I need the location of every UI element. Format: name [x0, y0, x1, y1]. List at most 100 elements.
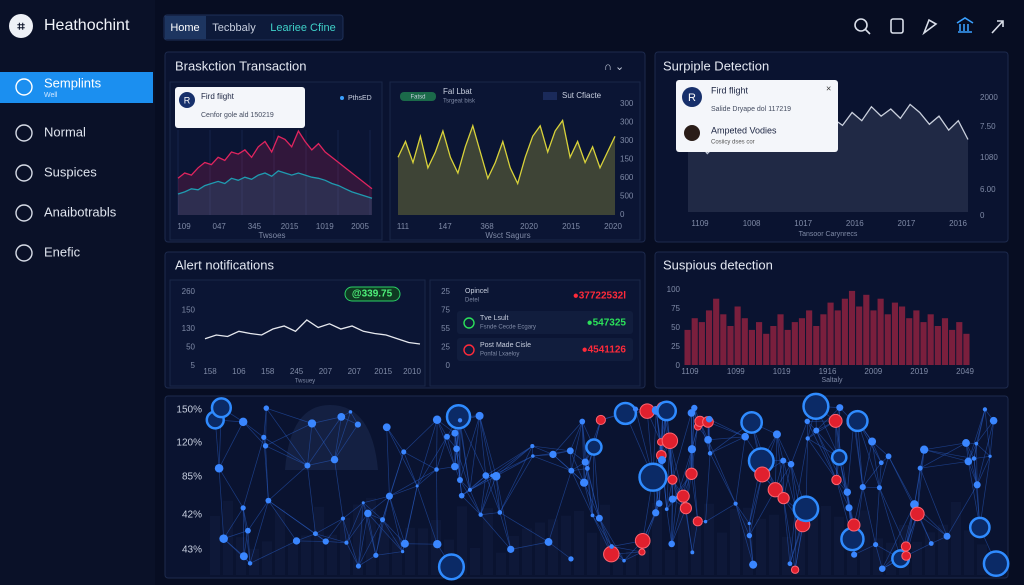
edge: [599, 518, 612, 547]
edge: [671, 497, 678, 544]
node: [974, 441, 979, 446]
y-tick-label: 300: [620, 118, 634, 127]
node: [307, 419, 317, 428]
bar: [691, 318, 698, 365]
edit-icon[interactable]: [922, 18, 938, 36]
bar: [949, 329, 956, 365]
nav-icon: [15, 78, 33, 96]
edge: [669, 440, 678, 498]
alert-title: Tve Lsult: [480, 315, 508, 322]
edge: [480, 514, 511, 550]
edge: [265, 423, 313, 447]
nav-active[interactable]: [0, 72, 153, 103]
edge: [807, 438, 837, 481]
node: [382, 423, 391, 432]
edge: [967, 409, 986, 462]
search-icon[interactable]: [854, 18, 868, 32]
backdrop-bar: [808, 508, 818, 575]
edge: [571, 470, 593, 516]
y-tick-label: 150: [182, 306, 196, 315]
y-tick-label: 0: [676, 361, 681, 370]
bar: [877, 298, 884, 365]
node: [247, 561, 253, 566]
y-tick-label: 100: [667, 285, 681, 294]
popup-close[interactable]: ×: [826, 83, 831, 93]
node: [704, 436, 712, 444]
backdrop-bar: [678, 508, 688, 575]
bar: [770, 326, 777, 365]
alert-node: [901, 550, 912, 561]
tab[interactable]: Tecbbaly: [212, 22, 256, 34]
hub-node: [792, 495, 820, 523]
edge: [459, 420, 487, 476]
edge: [416, 469, 437, 487]
node: [457, 477, 463, 484]
tab-bar: [163, 14, 344, 41]
edge: [672, 412, 692, 480]
x-axis-label: Twsuey: [295, 379, 315, 385]
edge: [671, 499, 673, 544]
edge: [532, 445, 554, 455]
backdrop-bar: [626, 551, 636, 575]
x-tick-label: 111: [397, 222, 410, 231]
node: [579, 418, 586, 425]
edge: [815, 430, 837, 481]
doc-icon[interactable]: [890, 18, 904, 34]
edge: [783, 498, 791, 564]
nav-label[interactable]: Enefic: [44, 244, 81, 259]
edge: [243, 530, 249, 557]
nav-label[interactable]: Suspices: [44, 164, 97, 179]
alert-value: ●547325: [587, 318, 627, 329]
popup-icon-label: R: [184, 95, 191, 105]
hub-node: [585, 438, 603, 456]
edge: [984, 409, 991, 457]
chart-sublabel: Tsrgeat bisk: [443, 99, 476, 105]
node: [632, 406, 639, 412]
backdrop-bar: [340, 517, 350, 575]
node: [238, 417, 248, 427]
edge: [920, 442, 967, 469]
node: [401, 449, 407, 455]
edge: [242, 421, 266, 447]
edge: [403, 451, 437, 470]
alert-node: [679, 502, 692, 515]
edge: [358, 502, 364, 567]
edge: [315, 518, 344, 535]
edge: [790, 421, 808, 465]
alert-value: ●4541126: [582, 345, 627, 356]
y-tick-label: 150: [620, 155, 634, 164]
collapse-icon[interactable]: ∩ ⌄: [604, 61, 624, 73]
x-tick-label: 1019: [316, 222, 334, 231]
backdrop-bar: [535, 522, 545, 575]
alert-card: [457, 338, 633, 361]
edge: [749, 535, 754, 565]
edge: [707, 421, 746, 438]
y-tick-label: 130: [182, 324, 196, 333]
backdrop-bar: [327, 534, 337, 575]
edge: [416, 436, 448, 487]
node: [214, 463, 224, 473]
tab-active[interactable]: [165, 16, 206, 39]
edge: [510, 541, 549, 550]
alert-card: [457, 311, 633, 334]
edge: [389, 496, 403, 552]
expand-icon[interactable]: [991, 20, 1004, 34]
backdrop-bar: [756, 518, 766, 575]
node: [354, 421, 361, 428]
nav-label[interactable]: Semplints: [44, 75, 102, 90]
backdrop-bar: [353, 504, 363, 575]
tab[interactable]: Home: [170, 22, 199, 34]
node: [467, 487, 472, 492]
bank-icon[interactable]: [956, 17, 974, 33]
x-tick-label: 2017: [898, 219, 916, 228]
edge: [307, 465, 316, 534]
edge: [311, 423, 335, 460]
edge: [924, 449, 969, 462]
backdrop-bar: [912, 541, 922, 575]
node: [622, 558, 626, 563]
nav-label[interactable]: Normal: [44, 124, 86, 139]
edge: [389, 496, 406, 544]
node: [813, 427, 820, 434]
nav-label[interactable]: Anaibotrabls: [44, 204, 117, 219]
tab[interactable]: Leariee Cfine: [270, 22, 335, 34]
